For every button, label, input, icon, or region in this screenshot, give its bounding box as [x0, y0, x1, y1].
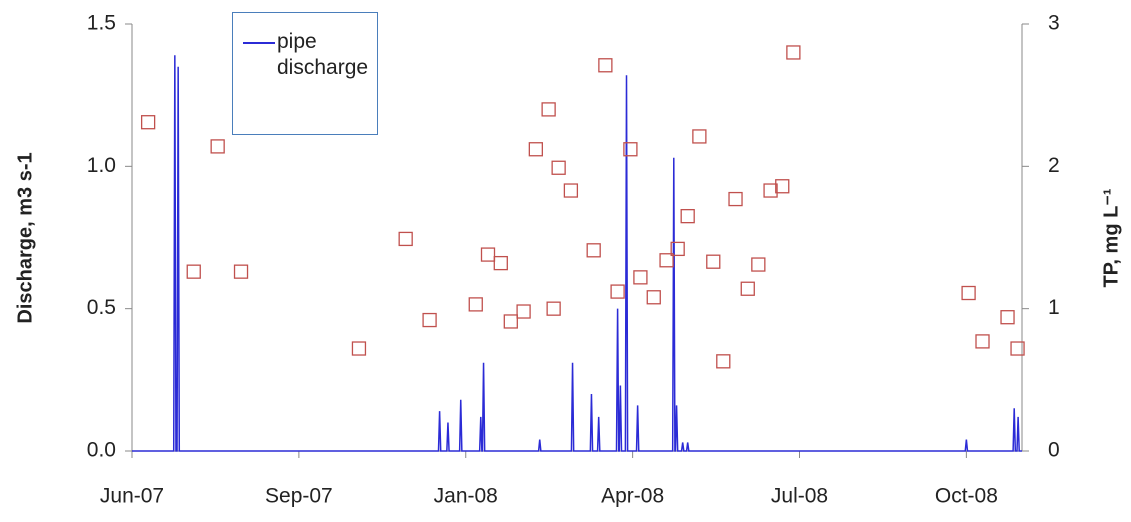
x-tick-label: Sep-07: [265, 485, 333, 508]
y-axis-title: Discharge, m3 s-1: [14, 152, 36, 323]
y-tick-label: 0.0: [87, 439, 116, 462]
tp-point: [623, 142, 638, 157]
tp-point: [493, 255, 508, 271]
x-tick-label: Jul-08: [771, 485, 828, 508]
tp-point: [751, 257, 766, 272]
y2-tick-label: 2: [1048, 154, 1060, 177]
legend-label: pipe discharge: [277, 30, 369, 79]
tp-point: [468, 297, 483, 312]
tp-point: [659, 253, 674, 268]
tp-point: [422, 312, 437, 328]
x-tick-label: Jan-08: [434, 485, 498, 508]
tp-point: [210, 139, 225, 154]
tp-point: [763, 183, 778, 198]
tp-point: [546, 301, 561, 316]
y-tick-label: 1.5: [87, 12, 116, 35]
y2-axis-title: TP, mg L⁻¹: [1100, 188, 1122, 287]
tp-point: [516, 304, 531, 319]
tp-point: [541, 102, 556, 117]
tp-point: [186, 264, 201, 279]
x-tick-label: Oct-08: [935, 485, 998, 508]
tp-point: [716, 354, 731, 369]
tp-point: [480, 247, 496, 262]
tp-point: [633, 270, 648, 285]
tp-point: [598, 58, 613, 73]
discharge-line: [132, 55, 1022, 452]
legend-swatch: [243, 42, 275, 44]
tp-point: [528, 142, 543, 157]
tp-point: [740, 281, 755, 296]
tp-point: [706, 254, 721, 269]
y-tick-label: 1.0: [87, 154, 116, 177]
tp-point: [786, 45, 801, 60]
tp-point: [1000, 310, 1015, 325]
tp-point: [775, 179, 790, 194]
tp-point: [551, 160, 566, 175]
x-tick-label: Apr-08: [601, 485, 664, 508]
y-tick-label: 0.5: [87, 296, 116, 319]
tp-point: [646, 290, 661, 305]
tp-point: [692, 129, 707, 144]
tp-point: [233, 264, 249, 279]
tp-point: [670, 241, 685, 257]
tp-point: [1010, 341, 1025, 356]
tp-point: [586, 243, 601, 258]
tp-point: [398, 231, 413, 247]
y2-tick-label: 1: [1048, 296, 1060, 319]
legend: pipe discharge: [232, 12, 378, 135]
tp-point: [610, 284, 625, 299]
tp-point: [975, 334, 990, 349]
tp-point: [728, 191, 743, 207]
tp-point: [140, 115, 156, 130]
tp-point: [563, 183, 579, 198]
tp-point: [503, 314, 518, 329]
tp-point: [961, 285, 976, 301]
tp-point: [680, 208, 695, 224]
y2-tick-label: 3: [1048, 12, 1060, 35]
y2-tick-label: 0: [1048, 439, 1060, 462]
tp-point: [351, 341, 367, 356]
x-tick-label: Jun-07: [100, 485, 164, 508]
